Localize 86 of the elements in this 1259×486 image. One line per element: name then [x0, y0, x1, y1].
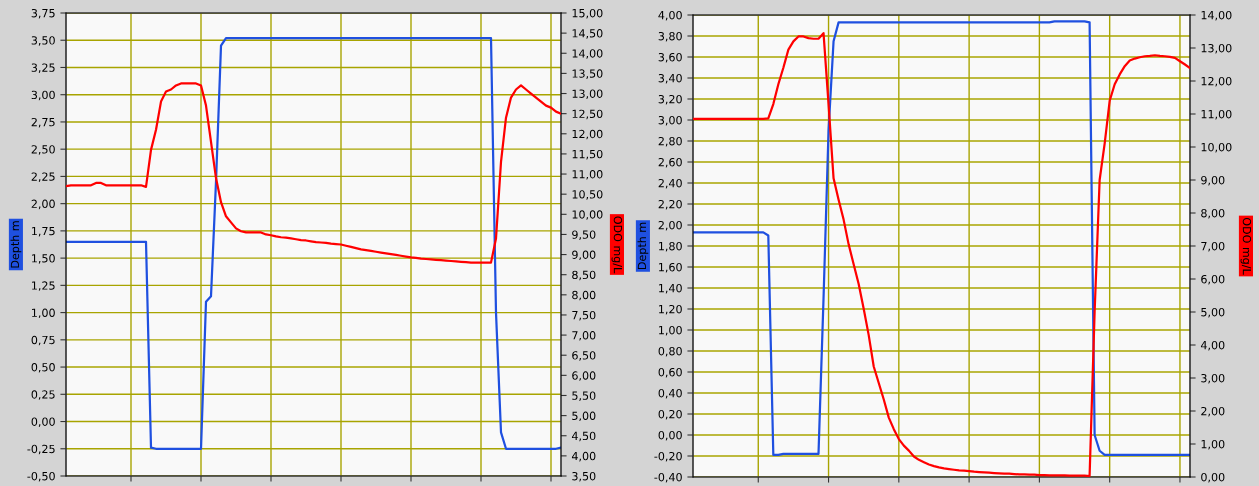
y2-tick-label: 4,50 — [571, 431, 596, 442]
y2-tick-label: 4,00 — [571, 451, 596, 462]
y-tick-label: 0,20 — [658, 409, 682, 420]
y-tick-label: 1,75 — [32, 227, 55, 237]
y-tick-label: 0,75 — [31, 335, 55, 346]
y-tick-label: -0,25 — [27, 444, 55, 455]
y-tick-label: 3,20 — [658, 94, 682, 105]
y2-tick-label: 3,00 — [1201, 373, 1225, 384]
y-tick-label: 2,20 — [658, 199, 682, 210]
y-tick-label: 4,00 — [658, 10, 682, 21]
y2-tick-label: 5,00 — [1201, 307, 1225, 318]
y2-tick-label: 1,00 — [1201, 439, 1225, 450]
y-tick-label: 1,40 — [659, 283, 682, 294]
y2-tick-label: 6,50 — [572, 351, 596, 361]
y2-tick-label: 13,50 — [572, 69, 603, 79]
y-tick-label: 1,20 — [659, 304, 682, 315]
y2-tick-label: 10,00 — [1201, 142, 1232, 153]
y-tick-label: 3,00 — [31, 90, 55, 101]
y-tick-label: 1,00 — [659, 325, 682, 336]
y-tick-label: 2,75 — [31, 117, 55, 128]
y-axis-title: Depth m — [10, 221, 22, 268]
y-tick-label: 0,50 — [31, 363, 55, 373]
line-series — [66, 36, 561, 450]
line-series — [66, 82, 561, 264]
y2-tick-label: 11,50 — [572, 149, 603, 160]
y-tick-label: 3,50 — [31, 36, 55, 46]
y2-tick-label: 8,50 — [572, 270, 596, 281]
y-tick-label: 3,00 — [658, 115, 682, 126]
y-tick-label: -0,50 — [27, 471, 55, 482]
y2-tick-label: 13,00 — [1201, 43, 1232, 54]
y-tick-label: 1,80 — [659, 241, 682, 252]
y2-axis-title: ODO mg/L — [1240, 217, 1252, 275]
y2-tick-label: 14,00 — [1201, 10, 1232, 21]
y2-tick-label: 2,00 — [1201, 406, 1225, 417]
y2-tick-label: 7,50 — [572, 310, 596, 321]
y-tick-label: 0,80 — [658, 346, 682, 357]
y2-tick-label: 10,00 — [572, 210, 603, 220]
y2-tick-label: 5,50 — [572, 391, 596, 401]
y-tick-label: 2,50 — [31, 145, 55, 155]
y-axis-title: Depth m — [637, 222, 649, 270]
y-tick-label: 0,60 — [658, 367, 682, 378]
y2-tick-label: 14,50 — [572, 29, 603, 39]
y2-tick-label: 0,00 — [1201, 472, 1225, 483]
y-tick-label: 2,60 — [658, 157, 682, 168]
y2-tick-label: 9,00 — [572, 250, 596, 261]
y2-tick-label: 11,00 — [572, 170, 603, 180]
y2-tick-label: 12,00 — [572, 129, 603, 140]
y-tick-label: 0,00 — [658, 430, 682, 441]
y2-tick-label: 11,00 — [1201, 109, 1232, 120]
y2-tick-label: 10,50 — [572, 190, 603, 200]
y2-tick-label: 9,00 — [1201, 175, 1225, 186]
y2-tick-label: 7,00 — [1201, 241, 1225, 252]
y-tick-label: 0,00 — [31, 417, 55, 428]
y-tick-label: 2,25 — [31, 172, 55, 182]
y2-tick-label: 8,00 — [1201, 208, 1225, 219]
y-tick-label: 1,25 — [32, 281, 55, 291]
y-tick-label: 3,80 — [658, 31, 682, 42]
y-tick-label: 3,75 — [31, 8, 55, 19]
y2-tick-label: 3,50 — [572, 471, 596, 482]
y-tick-label: 1,00 — [32, 308, 55, 319]
y2-tick-label: 6,00 — [572, 371, 596, 381]
y-tick-label: -0,40 — [654, 472, 682, 483]
y-tick-label: 0,40 — [658, 388, 682, 399]
y2-tick-label: 7,00 — [572, 331, 596, 341]
y2-tick-label: 12,00 — [1201, 76, 1232, 87]
y-tick-label: -0,20 — [654, 451, 682, 462]
y-tick-label: 0,25 — [31, 390, 55, 400]
y-tick-label: 2,80 — [658, 136, 682, 147]
y-tick-label: 3,25 — [31, 63, 55, 73]
y-tick-label: 2,00 — [658, 220, 682, 231]
y2-tick-label: 13,00 — [572, 89, 603, 100]
y2-tick-label: 15,00 — [572, 8, 603, 19]
y2-tick-label: 14,00 — [572, 49, 603, 59]
y-tick-label: 3,40 — [658, 73, 682, 84]
y2-tick-label: 4,00 — [1200, 340, 1225, 351]
y2-tick-label: 6,00 — [1201, 274, 1225, 285]
y-tick-label: 1,60 — [659, 262, 682, 273]
y-tick-label: 2,00 — [31, 199, 55, 210]
y-tick-label: 3,60 — [658, 52, 682, 63]
y2-tick-label: 8,00 — [572, 290, 596, 301]
y2-tick-label: 5,00 — [572, 411, 596, 422]
y2-tick-label: 9,50 — [572, 230, 596, 240]
y-tick-label: 1,50 — [32, 254, 55, 264]
y2-axis-title: ODO mg/L — [611, 216, 623, 274]
y2-tick-label: 12,50 — [572, 109, 603, 120]
y-tick-label: 2,40 — [658, 178, 682, 189]
